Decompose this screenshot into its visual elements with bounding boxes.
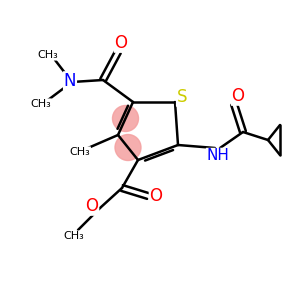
Text: CH₃: CH₃ bbox=[31, 99, 51, 109]
Text: O: O bbox=[115, 34, 128, 52]
Text: CH₃: CH₃ bbox=[64, 231, 84, 241]
Circle shape bbox=[112, 106, 139, 131]
Text: CH₃: CH₃ bbox=[38, 50, 58, 60]
Text: N: N bbox=[64, 72, 76, 90]
Text: O: O bbox=[149, 187, 163, 205]
Text: S: S bbox=[177, 88, 187, 106]
Text: O: O bbox=[85, 197, 98, 215]
Circle shape bbox=[115, 134, 141, 160]
Text: O: O bbox=[232, 87, 244, 105]
Text: CH₃: CH₃ bbox=[70, 147, 90, 157]
Text: NH: NH bbox=[207, 148, 230, 164]
